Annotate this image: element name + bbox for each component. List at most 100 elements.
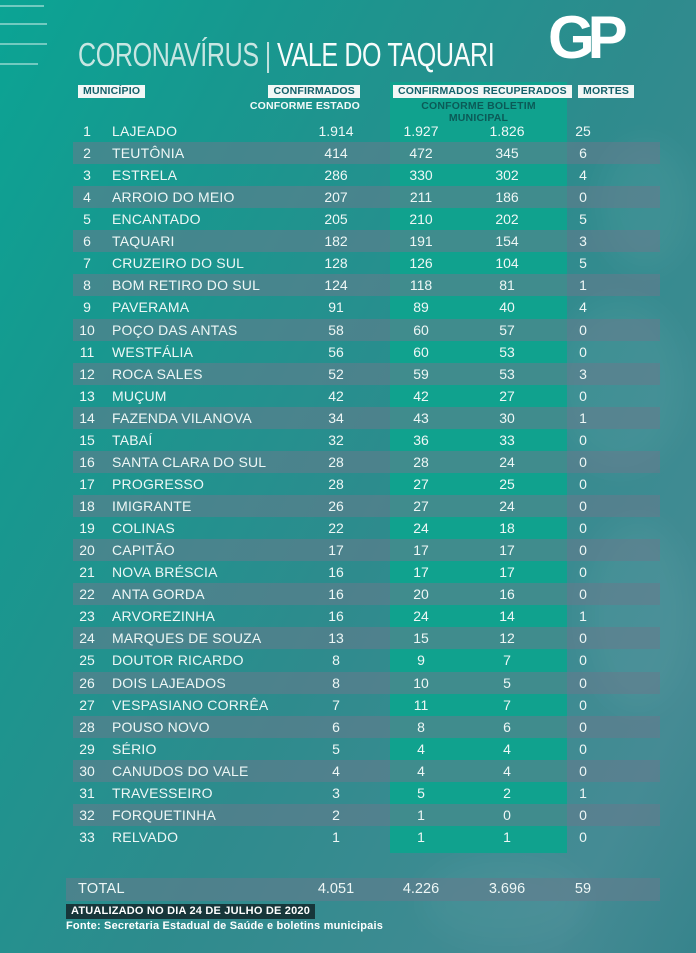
cell-municipio: SANTA CLARA DO SUL: [112, 453, 267, 470]
cell-confirmados-estado: 205: [324, 211, 348, 228]
cell-confirmados-estado: 56: [328, 343, 344, 360]
cell-confirmados-estado: 128: [324, 255, 348, 272]
cell-confirmados-municipal: 4: [417, 762, 425, 779]
gp-logo-mark: GP: [548, 4, 633, 71]
cell-mortes: 0: [579, 762, 587, 779]
cell-mortes: 0: [579, 740, 587, 757]
cell-confirmados-estado: 58: [328, 321, 344, 338]
cell-confirmados-municipal: 472: [409, 145, 433, 162]
cell-municipio: CANUDOS DO VALE: [112, 762, 249, 779]
cell-mortes: 3: [579, 365, 587, 382]
cell-mortes: 0: [579, 828, 587, 845]
cell-confirmados-municipal: 89: [413, 299, 429, 316]
total-confirmados-municipal: 4.226: [402, 881, 440, 897]
table-row: 32 FORQUETINHA 2 1 0 0: [73, 803, 660, 826]
cell-municipio: TRAVESSEIRO: [112, 784, 213, 801]
cell-recuperados: 4: [503, 740, 511, 757]
cell-mortes: 5: [579, 211, 587, 228]
cell-confirmados-estado: 5: [332, 740, 340, 757]
cell-municipio: ARVOREZINHA: [112, 608, 216, 625]
cell-municipio: COLINAS: [112, 520, 175, 537]
cell-confirmados-municipal: 1: [417, 806, 425, 823]
cell-municipio: MUÇUM: [112, 387, 167, 404]
cell-confirmados-municipal: 118: [409, 277, 433, 294]
cell-recuperados: 202: [495, 211, 519, 228]
cell-municipio: CRUZEIRO DO SUL: [112, 255, 245, 272]
table-row: 5 ENCANTADO 205 210 202 5: [73, 208, 660, 230]
total-mortes: 59: [574, 881, 592, 897]
cell-confirmados-estado: 7: [332, 696, 340, 713]
cell-confirmados-estado: 207: [324, 189, 348, 206]
cell-confirmados-estado: 91: [328, 299, 344, 316]
table-row: 27 VESPASIANO CORRÊA 7 11 7 0: [73, 694, 660, 716]
cell-municipio: DOUTOR RICARDO: [112, 652, 244, 669]
cell-recuperados: 345: [495, 145, 519, 162]
cell-rank: 20: [79, 542, 95, 559]
cell-confirmados-municipal: 42: [413, 387, 429, 404]
cell-mortes: 5: [579, 255, 587, 272]
cell-recuperados: 53: [499, 365, 515, 382]
table-row: 25 DOUTOR RICARDO 8 9 7 0: [73, 649, 660, 671]
cell-recuperados: 24: [499, 498, 515, 515]
cell-recuperados: 1: [503, 828, 511, 845]
cell-confirmados-estado: 4: [332, 762, 340, 779]
cell-municipio: BOM RETIRO DO SUL: [112, 277, 261, 294]
table-row: 30 CANUDOS DO VALE 4 4 4 0: [73, 759, 660, 782]
cell-rank: 16: [79, 453, 95, 470]
cell-mortes: 0: [579, 564, 587, 581]
gp-logo: GP: [548, 4, 646, 71]
table-row: 22 ANTA GORDA 16 20 16 0: [73, 583, 660, 606]
cell-recuperados: 27: [499, 387, 515, 404]
cell-rank: 26: [79, 674, 95, 691]
cell-confirmados-municipal: 10: [413, 674, 429, 691]
cell-municipio: MARQUES DE SOUZA: [112, 630, 262, 647]
cell-rank: 23: [79, 608, 95, 625]
cell-confirmados-estado: 34: [328, 409, 344, 426]
cell-rank: 1: [83, 123, 91, 139]
cell-mortes: 0: [579, 630, 587, 647]
cell-rank: 14: [79, 409, 95, 426]
table-row: 20 CAPITÃO 17 17 17 0: [73, 539, 660, 562]
column-subheader-boletim-municipal: CONFORME BOLETIM MUNICIPAL: [421, 100, 536, 124]
page-title: CORONAVÍRUS | VALE DO TAQUARI: [78, 36, 495, 74]
cell-confirmados-estado: 286: [324, 167, 348, 184]
cell-rank: 24: [79, 630, 95, 647]
cell-confirmados-estado: 16: [328, 608, 344, 625]
cell-rank: 6: [83, 233, 91, 250]
title-region: VALE DO TAQUARI: [276, 36, 495, 73]
cell-confirmados-estado: 16: [328, 564, 344, 581]
cell-recuperados: 12: [499, 630, 515, 647]
cell-rank: 17: [79, 475, 95, 492]
cell-confirmados-estado: 1: [332, 828, 340, 845]
cell-confirmados-municipal: 1: [417, 828, 425, 845]
cell-recuperados: 186: [495, 189, 519, 206]
cell-municipio: WESTFÁLIA: [112, 343, 194, 360]
cell-recuperados: 7: [503, 696, 511, 713]
svg-text:GP: GP: [550, 6, 626, 66]
cell-municipio: POUSO NOVO: [112, 718, 210, 735]
cell-confirmados-municipal: 15: [413, 630, 429, 647]
table-row: 2 TEUTÔNIA 414 472 345 6: [73, 142, 660, 165]
cell-rank: 4: [83, 189, 91, 206]
cell-recuperados: 40: [499, 299, 515, 316]
cell-recuperados: 57: [499, 321, 515, 338]
table-row: 21 NOVA BRÉSCIA 16 17 17 0: [73, 561, 660, 583]
column-header-confirmados-estado: CONFIRMADOS: [268, 85, 360, 98]
cell-mortes: 0: [579, 475, 587, 492]
cell-confirmados-estado: 28: [328, 475, 344, 492]
cell-municipio: IMIGRANTE: [112, 498, 192, 515]
total-confirmados-estado: 4.051: [317, 881, 355, 897]
table-row: 14 FAZENDA VILANOVA 34 43 30 1: [73, 406, 660, 429]
cell-confirmados-municipal: 4: [417, 740, 425, 757]
table-row: 7 CRUZEIRO DO SUL 128 126 104 5: [73, 252, 660, 274]
cell-mortes: 1: [579, 409, 587, 426]
cell-rank: 8: [83, 277, 91, 294]
table-row: 10 POÇO DAS ANTAS 58 60 57 0: [73, 318, 660, 341]
cell-mortes: 25: [575, 123, 591, 139]
cell-municipio: PROGRESSO: [112, 475, 205, 492]
cell-confirmados-estado: 52: [328, 365, 344, 382]
cell-mortes: 0: [579, 520, 587, 537]
table-row: 4 ARROIO DO MEIO 207 211 186 0: [73, 186, 660, 209]
table-row: 9 PAVERAMA 91 89 40 4: [73, 296, 660, 318]
cell-recuperados: 30: [499, 409, 515, 426]
